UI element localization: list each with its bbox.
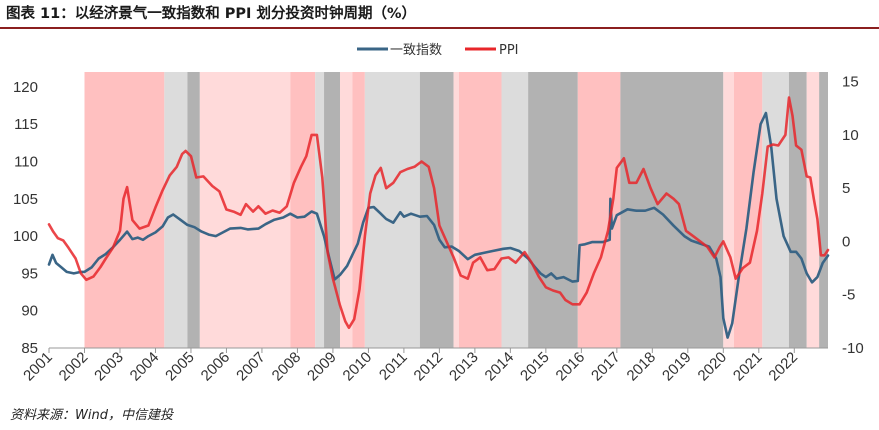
y-right-tick-label: 5 (842, 180, 850, 197)
x-tick-label: 2007 (233, 349, 269, 385)
x-tick-label: 2010 (340, 349, 376, 385)
y-left-tick-label: 115 (14, 116, 38, 133)
phase-band (788, 72, 807, 348)
series-line-index (47, 111, 830, 339)
x-tick-label: 2022 (765, 349, 801, 385)
phase-band (528, 72, 578, 348)
y-left-tick-label: 105 (13, 191, 38, 208)
x-tick-label: 2009 (304, 349, 340, 385)
phase-band (164, 72, 188, 348)
series-line-ppi (47, 96, 830, 330)
x-tick-label: 2021 (730, 349, 766, 385)
y-right-tick-label: -10 (842, 340, 864, 357)
y-right-tick-label: 15 (842, 74, 859, 91)
x-tick-label: 2018 (624, 349, 660, 385)
y-left-tick-label: 95 (21, 265, 38, 282)
y-right-tick-label: 0 (842, 233, 850, 250)
phase-band (199, 72, 291, 348)
y-left-tick-label: 110 (14, 154, 38, 171)
phase-band (806, 72, 820, 348)
phase-band (819, 72, 828, 348)
y-left-tick-label: 85 (21, 340, 38, 357)
x-tick-label: 2008 (269, 349, 305, 385)
phase-band (453, 72, 459, 348)
y-left-tick-label: 120 (13, 79, 38, 96)
y-left-tick-label: 100 (13, 228, 38, 245)
title-divider (0, 27, 879, 29)
phase-band (723, 72, 734, 348)
x-tick-label: 2015 (517, 349, 553, 385)
phase-band (577, 72, 621, 348)
phase-band (324, 72, 341, 348)
y-right-tick-label: 10 (842, 127, 859, 144)
phase-band (84, 72, 165, 348)
phase-band (187, 72, 200, 348)
source-note: 资料来源：Wind，中信建投 (10, 408, 173, 423)
x-tick-label: 2002 (56, 349, 92, 385)
x-tick-label: 2011 (376, 349, 411, 384)
x-tick-label: 2017 (588, 349, 624, 385)
phase-band (364, 72, 420, 348)
legend-label-ppi: PPI (499, 43, 519, 58)
phase-band (352, 72, 365, 348)
legend: 一致指数 PPI (357, 43, 519, 58)
phase-band (458, 72, 502, 348)
y-right-tick-label: -5 (842, 287, 855, 304)
chart-title: 图表 11：以经济景气一致指数和 PPI 划分投资时钟周期（%） (6, 6, 416, 22)
legend-label-index: 一致指数 (390, 43, 442, 58)
x-tick-label: 2006 (198, 349, 234, 385)
x-tick-label: 2019 (659, 349, 695, 385)
x-tick-label: 2016 (553, 349, 589, 385)
x-tick-label: 2005 (162, 349, 198, 385)
phase-shading (84, 72, 828, 348)
phase-band (501, 72, 529, 348)
x-tick-label: 2013 (446, 349, 482, 385)
x-tick-label: 2004 (127, 349, 163, 385)
x-tick-label: 2012 (411, 349, 447, 385)
x-tick-label: 2003 (91, 349, 127, 385)
phase-band (290, 72, 316, 348)
phase-band (315, 72, 325, 348)
y-left-tick-label: 90 (21, 303, 38, 320)
phase-band (340, 72, 353, 348)
x-tick-label: 2020 (695, 349, 731, 385)
x-tick-label: 2014 (482, 349, 518, 385)
series-lines (47, 96, 830, 339)
